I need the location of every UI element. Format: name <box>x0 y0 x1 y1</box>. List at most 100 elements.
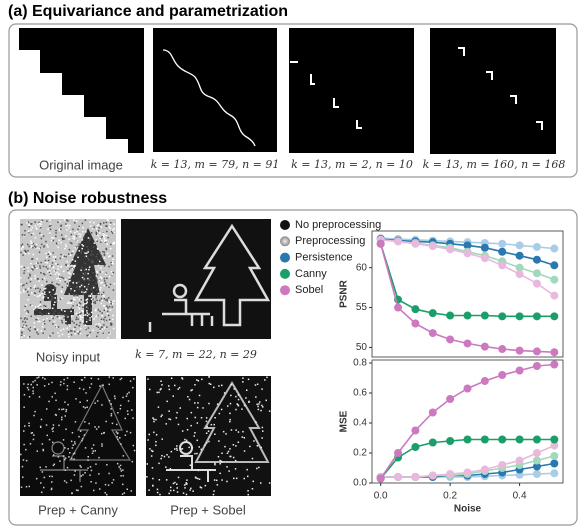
noise-dot <box>53 312 55 315</box>
noise-dot <box>102 232 104 235</box>
noise-dot <box>64 401 66 403</box>
noise-dot <box>168 456 170 458</box>
noise-dot <box>39 425 42 428</box>
noise-dot <box>105 284 108 287</box>
noise-dot <box>53 314 55 317</box>
noise-dot <box>40 234 43 236</box>
x-tick-label: 0.4 <box>513 491 527 502</box>
noise-dot <box>80 318 82 321</box>
noise-dot <box>79 331 81 333</box>
noise-dot <box>176 449 178 451</box>
noise-dot <box>68 325 71 327</box>
y-tick-label: 0.2 <box>353 448 367 459</box>
noise-dot <box>112 303 114 305</box>
noise-dot <box>176 483 178 485</box>
noise-dot <box>105 308 107 311</box>
noise-dot <box>48 299 51 301</box>
noise-dot <box>33 322 35 324</box>
noise-dot <box>110 230 113 233</box>
noise-dot <box>34 225 37 227</box>
noise-dot <box>64 458 66 461</box>
noise-dot <box>182 492 185 494</box>
noise-dot <box>49 274 52 276</box>
noise-dot <box>212 493 215 496</box>
data-point <box>428 471 437 480</box>
corner-image <box>289 28 414 153</box>
data-point <box>498 371 507 379</box>
noise-dot <box>81 439 83 442</box>
noise-dot <box>63 219 66 221</box>
noise-dot <box>159 388 161 391</box>
noise-dot <box>194 476 197 478</box>
noise-dot <box>79 464 81 467</box>
noise-dot <box>55 399 57 402</box>
noise-dot <box>60 290 63 292</box>
noise-dot <box>83 314 85 316</box>
noise-dot <box>87 251 89 253</box>
noise-dot <box>69 230 72 233</box>
caption: k = 13, m = 79, n = 91 <box>151 158 280 171</box>
noise-dot <box>66 466 69 469</box>
noise-dot <box>88 279 90 281</box>
noise-dot <box>41 219 44 222</box>
noise-dot <box>27 328 30 330</box>
noise-dot <box>59 298 62 300</box>
noise-dot <box>64 310 66 312</box>
noise-dot <box>82 310 84 313</box>
noise-dot <box>31 305 33 307</box>
plot-frame <box>371 230 564 358</box>
noise-dot <box>30 262 32 265</box>
data-point <box>550 244 559 253</box>
noise-dot <box>247 475 249 478</box>
legend-label: Preprocessing <box>295 235 365 247</box>
noise-dot <box>93 221 95 224</box>
noise-dot <box>27 270 30 272</box>
noise-dot <box>172 395 174 397</box>
noise-dot <box>35 314 37 316</box>
noise-dot <box>71 432 74 434</box>
noise-dot <box>52 427 54 429</box>
noise-dot <box>103 257 106 259</box>
legend-marker <box>280 252 290 263</box>
noise-dot <box>122 455 125 457</box>
noise-dot <box>86 299 88 301</box>
caption: Prep + Sobel <box>170 502 246 517</box>
noise-dot <box>87 286 89 288</box>
noise-dot <box>87 307 89 309</box>
noise-dot <box>41 284 43 286</box>
noise-dot <box>73 452 76 454</box>
noise-dot <box>91 291 94 293</box>
noise-dot <box>180 448 182 451</box>
noise-dot <box>95 325 98 327</box>
noise-dot <box>34 328 37 331</box>
noise-dot <box>52 464 55 467</box>
noise-dot <box>77 256 79 259</box>
noise-dot <box>54 273 57 275</box>
noise-dot <box>105 248 108 251</box>
noise-dot <box>98 473 100 475</box>
noise-dot <box>67 331 70 333</box>
noise-dot <box>87 459 89 461</box>
noise-dot <box>94 302 97 305</box>
noise-dot <box>27 249 29 252</box>
noise-dot <box>209 469 211 471</box>
noise-dot <box>95 428 98 430</box>
noise-dot <box>84 407 87 409</box>
noise-dot <box>237 404 240 407</box>
noise-dot <box>65 278 67 281</box>
noise-dot <box>48 251 50 253</box>
noise-dot <box>226 452 229 454</box>
noise-dot <box>55 235 57 238</box>
noise-dot <box>61 297 63 300</box>
noise-dot <box>67 316 69 318</box>
noise-dot <box>98 279 101 282</box>
noise-dot <box>74 222 76 224</box>
noise-dot <box>112 242 114 245</box>
noise-dot <box>87 319 89 321</box>
noise-dot <box>197 402 199 404</box>
noise-dot <box>69 280 71 282</box>
noise-dot <box>86 246 88 248</box>
noise-dot <box>103 254 106 256</box>
noise-dot <box>48 270 51 272</box>
noise-dot <box>92 272 94 274</box>
